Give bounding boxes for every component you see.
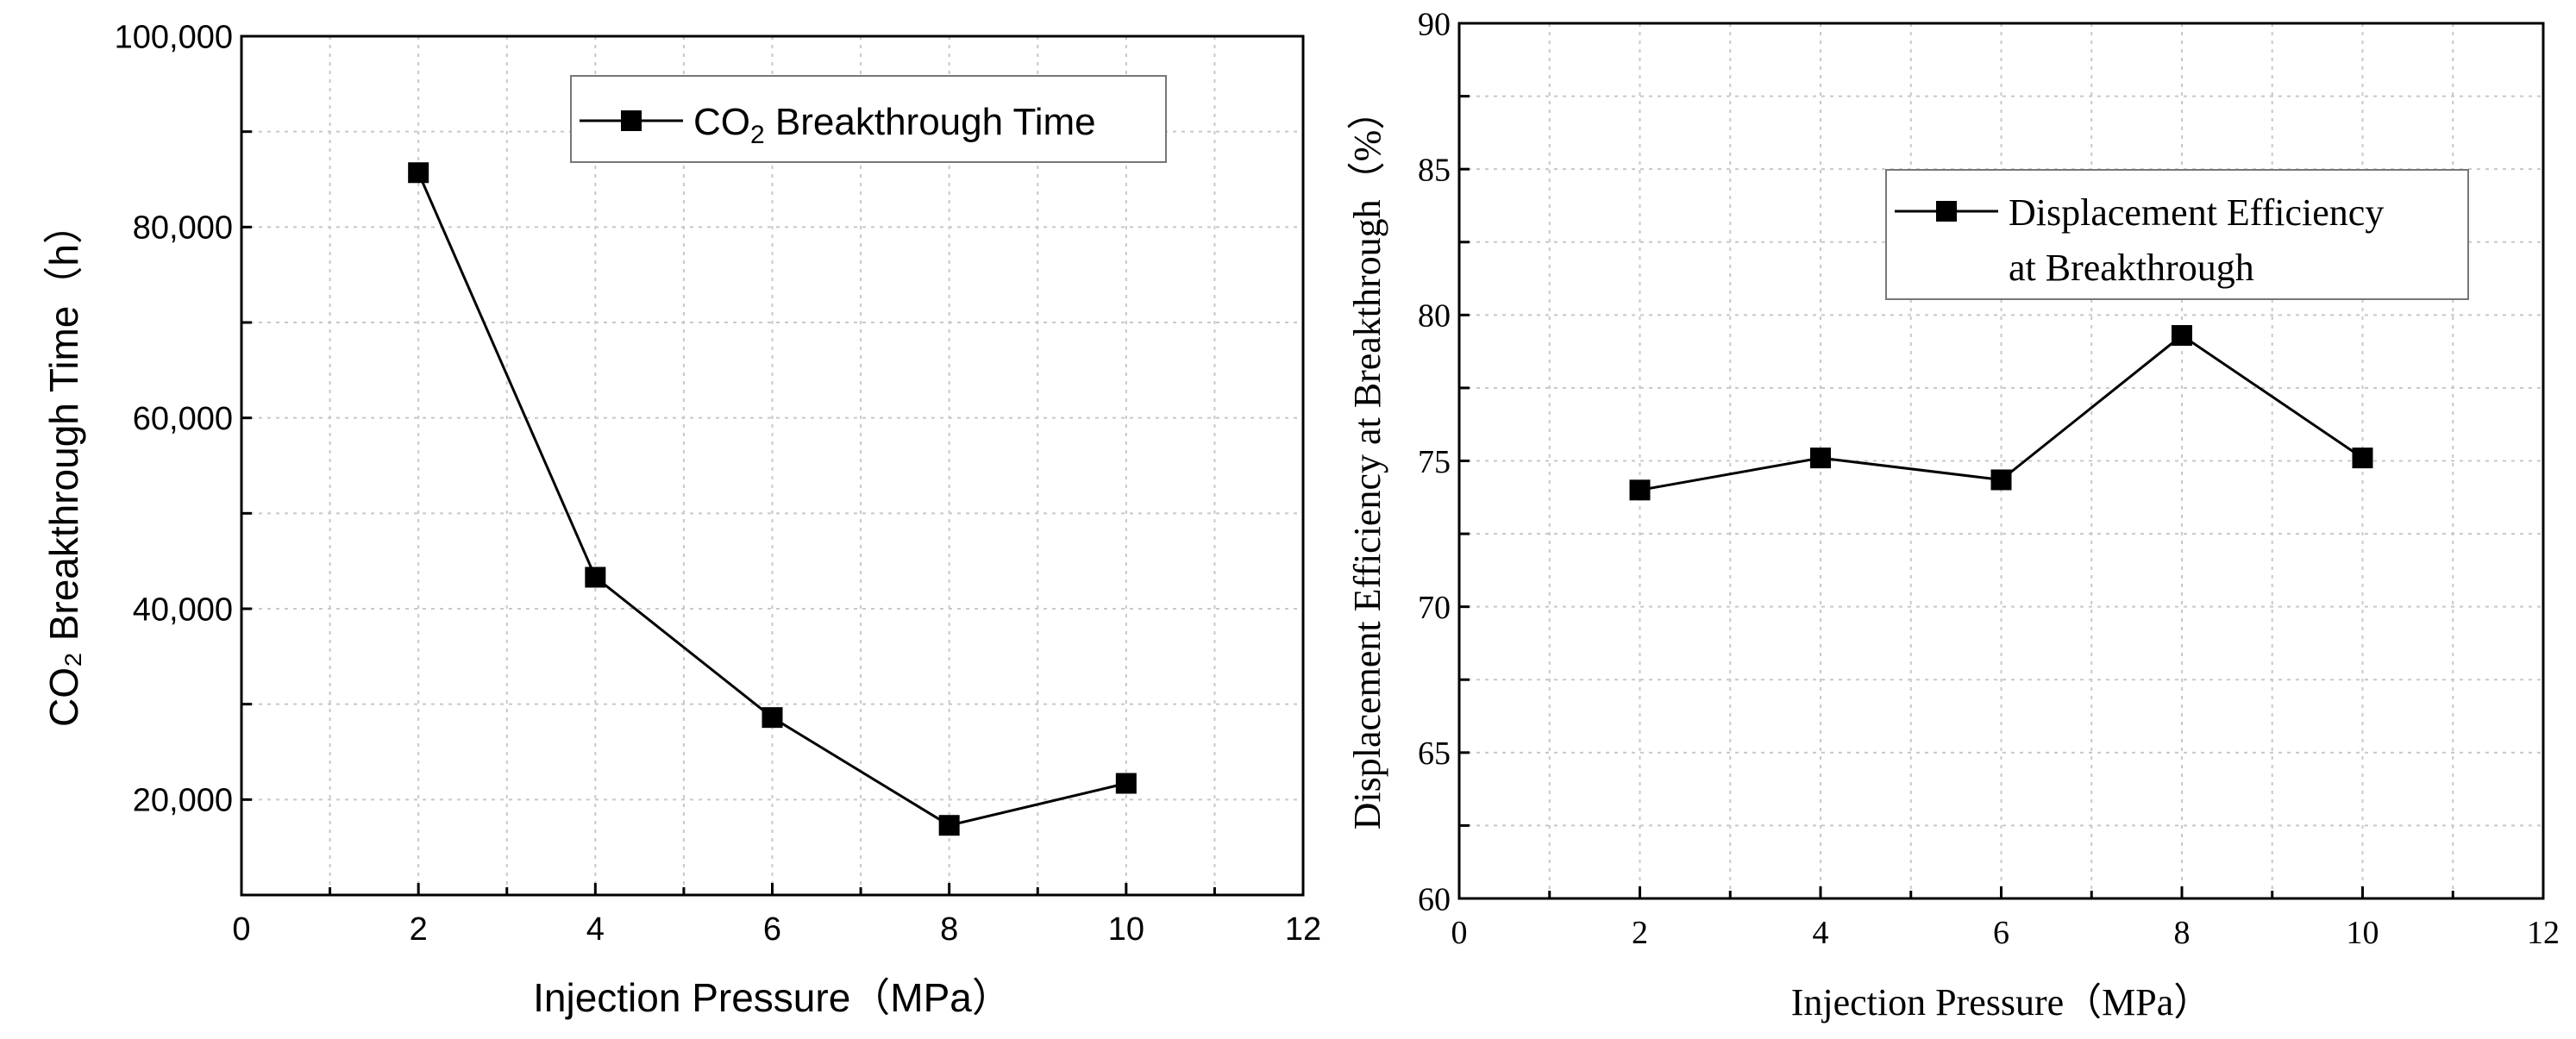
data-point (408, 162, 429, 184)
data-point (938, 815, 960, 836)
x-tick-label: 6 (1993, 915, 2009, 951)
x-tick-label: 6 (763, 911, 781, 948)
x-tick-label: 0 (232, 911, 250, 948)
y-axis-label: CO₂ Breakthrough Time（h） (41, 204, 86, 727)
data-point (1810, 448, 1831, 469)
y-tick-label: 80 (1418, 298, 1451, 335)
y-tick-label: 90 (1418, 6, 1451, 42)
x-tick-label: 0 (1451, 915, 1468, 951)
legend-marker (621, 110, 642, 131)
data-point (2352, 448, 2373, 469)
legend-label-line2: at Breakthrough (2009, 247, 2254, 289)
y-tick-label: 65 (1418, 735, 1451, 772)
data-point (2172, 325, 2192, 347)
y-tick-label: 100,000 (115, 19, 233, 55)
y-tick-label: 20,000 (133, 783, 233, 819)
plot-frame (1457, 22, 2545, 900)
x-axis-label: Injection Pressure（MPa） (1791, 981, 2212, 1023)
y-tick-label: 60 (1418, 881, 1451, 917)
x-tick-label: 10 (1108, 911, 1144, 948)
displacement-efficiency-chart: 0 2 4 6 8 10 12 60 65 70 75 80 85 90 Injection Pressur… (1346, 6, 2560, 1023)
legend-text-co: CO (693, 101, 750, 143)
legend-label: CO2 Breakthrough Time (693, 101, 1096, 149)
y-tick-label: 60,000 (133, 401, 233, 437)
y-tick-label: 40,000 (133, 591, 233, 628)
legend-box (1885, 169, 2469, 300)
x-tick-label: 10 (2347, 915, 2379, 951)
legend-box (570, 75, 1167, 163)
x-tick-label: 2 (1632, 915, 1648, 951)
legend-marker (1936, 201, 1957, 222)
y-axis-label: Displacement Efficiency at Breakthrough（… (1346, 92, 1388, 830)
data-point (585, 566, 606, 588)
y-tick-label: 80,000 (133, 210, 233, 247)
x-tick-label: 8 (2174, 915, 2191, 951)
legend-text-rest: Breakthrough Time (765, 101, 1096, 143)
data-point (762, 707, 783, 729)
legend-label-line1: Displacement Efficiency (2009, 191, 2384, 234)
x-tick-label: 12 (2527, 915, 2560, 951)
y-tick-label: 85 (1418, 152, 1451, 188)
x-tick-label: 4 (1813, 915, 1829, 951)
x-tick-label: 4 (586, 911, 605, 948)
y-tick-label: 75 (1418, 444, 1451, 480)
x-tick-label: 2 (410, 911, 428, 948)
x-tick-label: 8 (940, 911, 958, 948)
x-tick-label: 12 (1285, 911, 1321, 948)
data-point (1629, 479, 1651, 501)
x-axis-label: Injection Pressure（MPa） (533, 975, 1012, 1020)
data-point (1115, 773, 1137, 794)
y-tick-label: 70 (1418, 590, 1451, 626)
breakthrough-time-chart: 0 2 4 6 8 10 12 20,000 40,000 60,000 80,000 100,000… (41, 19, 1321, 1020)
data-point (1990, 469, 2012, 491)
plot-frame (240, 34, 1305, 897)
legend-text-subscript: 2 (750, 121, 765, 149)
